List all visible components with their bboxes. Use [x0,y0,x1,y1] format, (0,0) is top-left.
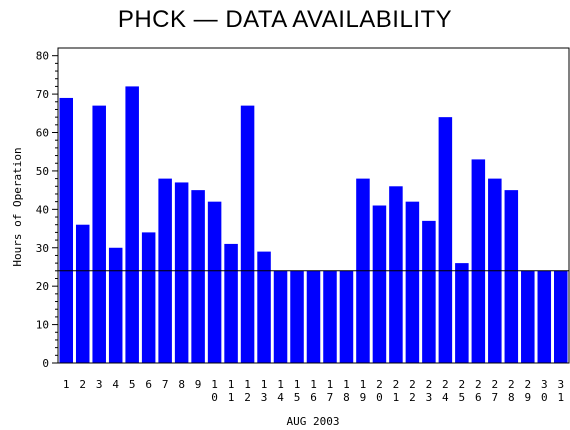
x-tick-label: 8 [178,378,185,391]
chart-title: PHCK — DATA AVAILABILITY [117,6,453,33]
bar-day-29 [521,270,535,363]
bar-day-1 [59,97,73,363]
x-axis: 1 2 3 4 5 6 7 8 9 1 01 11 21 31 41 51 61 71 81 92 02 12 22 32 42… [63,378,564,404]
bar-day-28 [504,190,519,363]
y-tick-label: 40 [36,203,49,216]
y-axis: 0 10 20 30 40 50 60 70 80 [36,50,58,370]
bar-day-4 [108,247,123,363]
y-tick-label: 10 [36,319,49,332]
bar-day-18 [339,270,354,363]
bar-day-22 [405,201,420,363]
bar-day-20 [372,205,387,363]
y-tick-label: 80 [36,50,49,63]
bar-day-26 [471,159,486,363]
bars-group [59,86,568,364]
bar-day-17 [323,270,337,363]
bar-day-9 [191,190,205,363]
bar-day-23 [422,220,436,363]
bar-day-14 [273,270,288,363]
bar-day-13 [257,251,271,363]
x-axis-title: AUG 2003 [287,415,340,428]
bar-day-2 [75,224,90,363]
y-tick-label: 20 [36,280,49,293]
y-tick-label: 60 [36,127,49,140]
y-tick-label: 30 [36,242,49,255]
y-tick-label: 0 [42,357,49,370]
bar-day-11 [224,243,238,363]
x-tick-label: 2 [79,378,86,391]
x-tick-label: 9 [195,378,202,391]
bar-day-8 [174,182,189,363]
plot-frame [57,47,570,364]
x-tick-label: 3 [96,378,103,391]
bar-day-24 [438,117,453,364]
bar-day-16 [306,270,321,363]
plot-border [57,47,570,364]
y-tick-label: 50 [36,165,49,178]
x-tick-label: 6 [145,378,152,391]
bar-day-6 [141,232,156,363]
y-tick-label: 70 [36,88,49,101]
x-tick-label: 4 [112,378,119,391]
bar-day-15 [290,270,304,363]
y-axis-title: Hours of Operation [11,147,24,266]
bar-day-31 [554,270,568,363]
bar-day-5 [125,86,139,363]
bar-day-3 [92,105,106,364]
x-tick-label: 7 [162,378,169,391]
bar-day-25 [455,263,469,363]
x-tick-label: 5 [129,378,136,391]
bar-day-12 [240,105,255,364]
x-tick-label: 1 [63,378,70,391]
bar-day-30 [537,270,552,363]
bar-day-21 [389,186,403,363]
bar-day-10 [207,201,222,363]
